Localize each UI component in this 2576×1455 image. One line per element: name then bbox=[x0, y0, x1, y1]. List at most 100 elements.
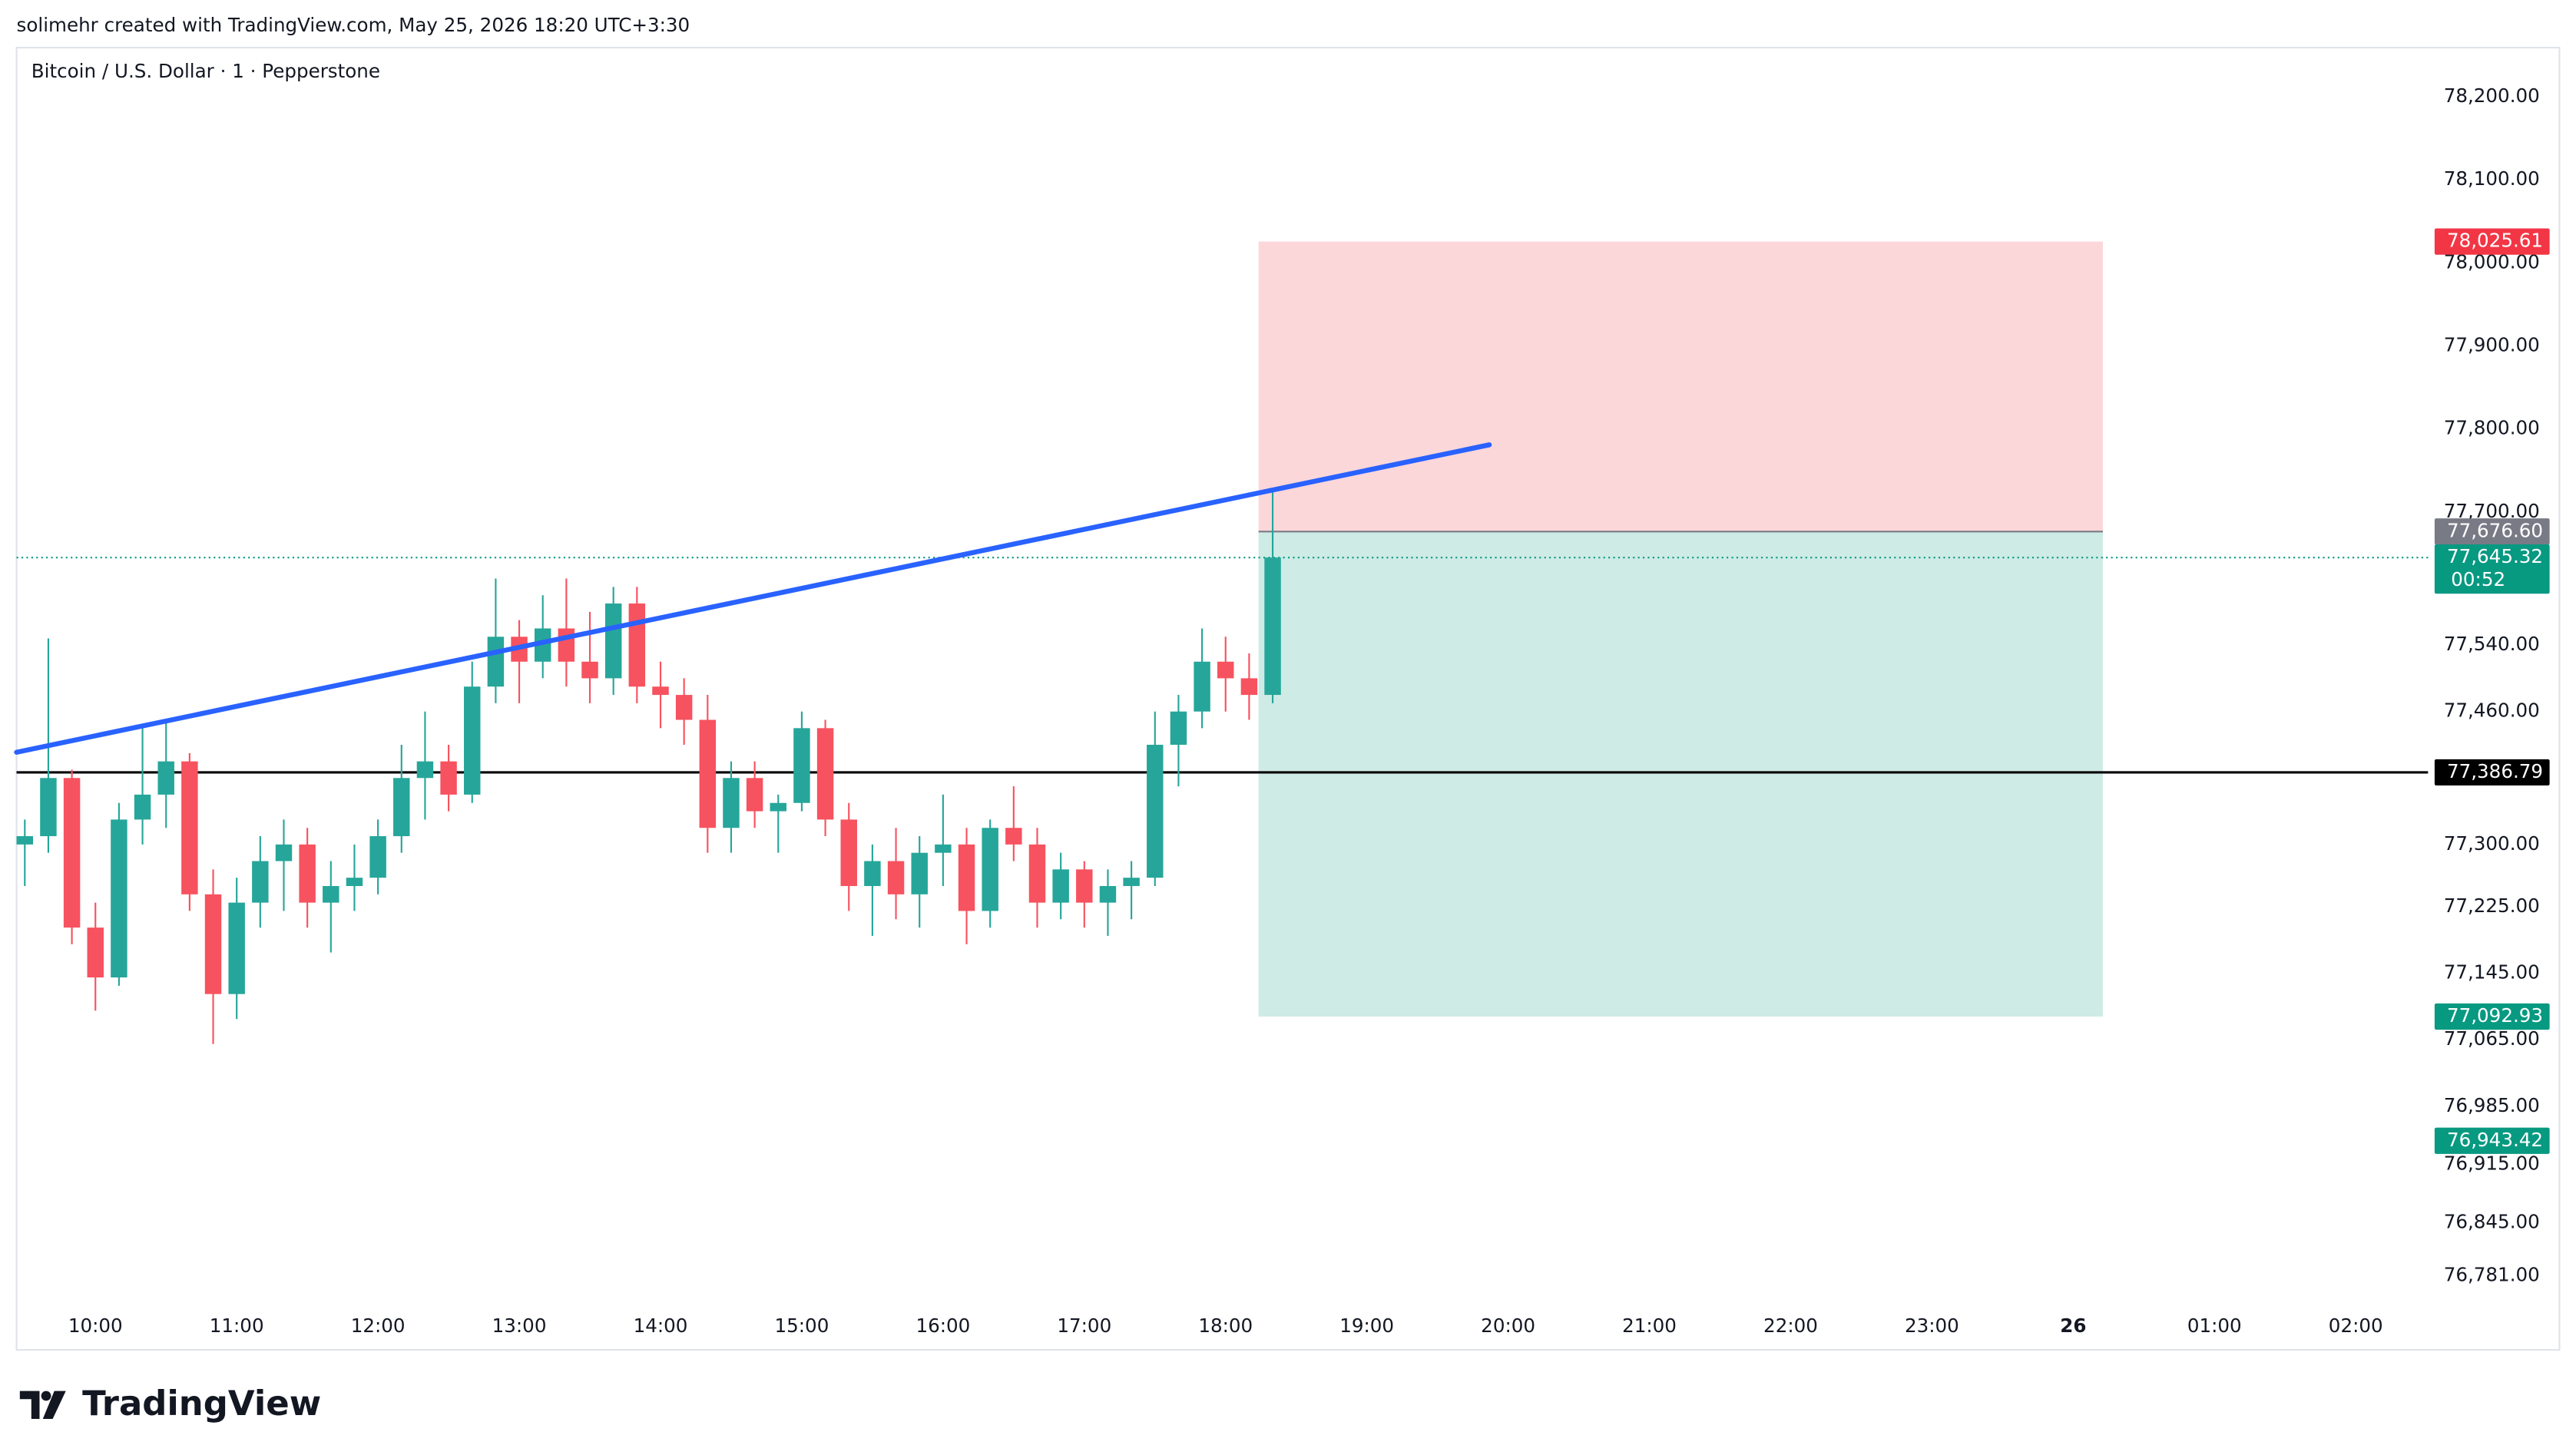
candle-body bbox=[1028, 844, 1046, 903]
x-tick-label: 18:00 bbox=[1198, 1314, 1253, 1337]
logo-dot bbox=[41, 1391, 51, 1401]
candle-body bbox=[675, 695, 693, 720]
y-tick-label: 77,460.00 bbox=[2444, 699, 2540, 722]
candle-body bbox=[746, 778, 763, 812]
candle-body bbox=[204, 894, 222, 994]
y-tick-label: 76,845.00 bbox=[2444, 1210, 2540, 1232]
y-tick-label: 78,200.00 bbox=[2444, 84, 2540, 107]
x-tick-label: 20:00 bbox=[1481, 1314, 1535, 1337]
y-tick-label: 76,985.00 bbox=[2444, 1094, 2540, 1116]
price-badge bbox=[2434, 518, 2550, 545]
candle-body bbox=[323, 885, 339, 903]
y-tick-label: 77,065.00 bbox=[2444, 1027, 2540, 1050]
x-tick-label: 11:00 bbox=[210, 1314, 264, 1337]
candle-body bbox=[911, 852, 928, 894]
candle-body bbox=[228, 902, 245, 994]
chart-title: Bitcoin / U.S. Dollar · 1 · Pepperstone bbox=[31, 60, 380, 82]
price-badge-label: 77,092.93 bbox=[2447, 1004, 2543, 1027]
candle-body bbox=[935, 844, 952, 853]
price-badge bbox=[2434, 1003, 2550, 1030]
x-tick-label: 16:00 bbox=[916, 1314, 970, 1337]
candle-body bbox=[816, 728, 834, 820]
price-badge-label: 77,386.79 bbox=[2447, 760, 2543, 782]
x-tick-label: 01:00 bbox=[2187, 1314, 2242, 1337]
candle-body bbox=[87, 928, 104, 978]
candle-body bbox=[1123, 878, 1140, 886]
x-tick-label: 23:00 bbox=[1905, 1314, 1959, 1337]
price-badge bbox=[2434, 544, 2550, 594]
y-tick-label: 76,915.00 bbox=[2444, 1152, 2540, 1175]
countdown: 00:52 bbox=[2451, 568, 2505, 590]
candle-body bbox=[1076, 869, 1093, 903]
x-tick-label: 02:00 bbox=[2329, 1314, 2383, 1337]
price-badge bbox=[2434, 1127, 2550, 1154]
target-zone bbox=[1258, 531, 2103, 1017]
candle-body bbox=[770, 802, 787, 812]
candle-body bbox=[464, 686, 481, 795]
candle-body bbox=[416, 761, 434, 779]
candle-body bbox=[1147, 744, 1164, 878]
candle-body bbox=[157, 761, 174, 795]
x-tick-label: 14:00 bbox=[634, 1314, 688, 1337]
candle-body bbox=[440, 761, 457, 795]
candle-body bbox=[275, 844, 293, 861]
candle-body bbox=[1217, 661, 1234, 679]
candle-body bbox=[840, 819, 857, 886]
header-text: solimehr created with TradingView.com, M… bbox=[17, 14, 690, 36]
x-tick-label: 13:00 bbox=[492, 1314, 547, 1337]
x-tick-label: 17:00 bbox=[1057, 1314, 1111, 1337]
x-tick-label: 19:00 bbox=[1339, 1314, 1394, 1337]
candle-body bbox=[16, 836, 34, 845]
candle-body bbox=[887, 861, 905, 894]
candle-body bbox=[864, 861, 881, 886]
candle-body bbox=[699, 719, 717, 828]
candle-body bbox=[628, 603, 646, 687]
x-tick-label: 10:00 bbox=[68, 1314, 123, 1337]
x-tick-label: 21:00 bbox=[1622, 1314, 1677, 1337]
candle-body bbox=[558, 628, 575, 662]
candle-body bbox=[487, 637, 505, 687]
stop-zone bbox=[1258, 241, 2103, 532]
y-tick-label: 77,300.00 bbox=[2444, 832, 2540, 855]
candle-body bbox=[1264, 557, 1281, 696]
candle-body bbox=[1240, 678, 1258, 696]
y-tick-label: 77,540.00 bbox=[2444, 633, 2540, 655]
candle-body bbox=[1194, 661, 1210, 712]
y-tick-label: 77,700.00 bbox=[2444, 500, 2540, 522]
candle-body bbox=[40, 778, 57, 837]
x-tick-label: 26 bbox=[2060, 1314, 2086, 1337]
candle-body bbox=[581, 661, 598, 679]
logo-text: TradingView bbox=[82, 1383, 321, 1424]
candle-body bbox=[723, 778, 740, 828]
candle-body bbox=[604, 603, 622, 679]
candle-body bbox=[134, 794, 151, 820]
price-badge-label: 76,943.42 bbox=[2447, 1129, 2543, 1151]
x-tick-label: 22:00 bbox=[1763, 1314, 1818, 1337]
candle-body bbox=[63, 778, 81, 928]
candle-body bbox=[252, 861, 269, 903]
candle-body bbox=[369, 836, 386, 878]
candle-body bbox=[393, 778, 410, 837]
price-badge-label: 77,645.32 bbox=[2447, 545, 2543, 567]
candle-body bbox=[346, 878, 363, 886]
price-badge bbox=[2434, 228, 2550, 255]
candle-body bbox=[652, 686, 669, 696]
price-badge bbox=[2434, 759, 2550, 786]
candle-body bbox=[1052, 869, 1069, 903]
y-tick-label: 77,800.00 bbox=[2444, 417, 2540, 439]
price-badge-label: 78,025.61 bbox=[2447, 230, 2543, 252]
candle-body bbox=[111, 819, 127, 978]
y-tick-label: 77,900.00 bbox=[2444, 334, 2540, 356]
candle-body bbox=[1005, 828, 1022, 845]
candle-body bbox=[1099, 885, 1117, 903]
candle-body bbox=[982, 828, 998, 911]
x-tick-label: 12:00 bbox=[351, 1314, 406, 1337]
y-tick-label: 78,100.00 bbox=[2444, 167, 2540, 190]
candle-body bbox=[958, 844, 975, 911]
trend-line bbox=[14, 442, 1492, 755]
y-tick-label: 77,225.00 bbox=[2444, 894, 2540, 917]
y-tick-label: 76,781.00 bbox=[2444, 1264, 2540, 1286]
